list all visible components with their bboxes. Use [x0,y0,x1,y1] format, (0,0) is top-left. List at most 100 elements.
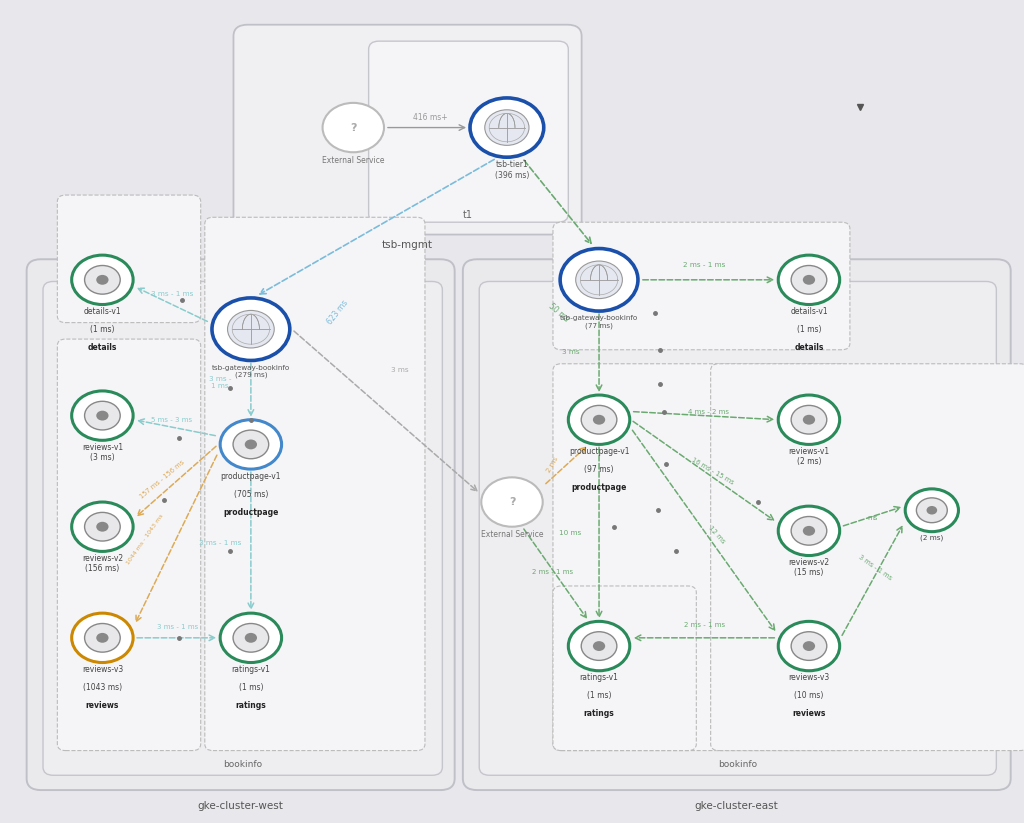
Text: reviews: reviews [793,709,825,718]
Circle shape [245,633,257,643]
Text: 623 ms: 623 ms [326,299,350,327]
Circle shape [484,109,529,146]
Text: 3 ms - 1 ms: 3 ms - 1 ms [157,624,198,630]
Text: tsb-mgmt: tsb-mgmt [382,240,433,250]
Text: ratings-v1: ratings-v1 [231,665,270,674]
Text: 416 ms+: 416 ms+ [413,114,447,122]
Circle shape [72,613,133,663]
Circle shape [481,477,543,527]
Circle shape [233,624,268,652]
Text: 1044 ms - 1043 ms: 1044 ms - 1043 ms [126,513,165,565]
Text: 3 ms: 3 ms [390,367,409,374]
Text: External Service: External Service [480,530,544,539]
FancyBboxPatch shape [553,364,850,751]
Circle shape [85,402,120,430]
Circle shape [220,420,282,469]
Circle shape [96,411,109,421]
Text: (705 ms): (705 ms) [233,490,268,499]
Text: External Service: External Service [322,156,385,165]
Circle shape [220,613,282,663]
Text: tsb-gateway-bookinfo
(77 ms): tsb-gateway-bookinfo (77 ms) [560,315,638,328]
Circle shape [792,266,826,294]
Text: 2 ms - 1 ms: 2 ms - 1 ms [532,569,573,575]
Circle shape [803,526,815,536]
Text: bookinfo: bookinfo [718,760,757,769]
FancyBboxPatch shape [553,586,696,751]
Text: (97 ms): (97 ms) [585,465,613,474]
Text: ratings-v1: ratings-v1 [580,673,618,682]
Text: 3 ms - 1 ms: 3 ms - 1 ms [199,540,242,546]
FancyBboxPatch shape [43,281,442,775]
Circle shape [245,439,257,449]
FancyBboxPatch shape [463,259,1011,790]
FancyBboxPatch shape [27,259,455,790]
Circle shape [96,633,109,643]
Circle shape [916,498,947,523]
Text: ms: ms [867,515,878,522]
Text: reviews-v3: reviews-v3 [82,665,123,674]
Text: details: details [795,343,823,352]
Text: gke-cluster-east: gke-cluster-east [694,801,778,811]
Text: (2 ms): (2 ms) [921,534,943,541]
Text: 3 ms: 3 ms [561,349,580,356]
Circle shape [85,624,120,652]
Circle shape [227,310,274,348]
Text: 3 ms -
1 ms: 3 ms - 1 ms [209,376,231,389]
Circle shape [568,395,630,444]
Circle shape [72,255,133,305]
Text: ratings: ratings [584,709,614,718]
Circle shape [905,489,958,532]
Text: tsb-tier1
(396 ms): tsb-tier1 (396 ms) [495,160,529,180]
Circle shape [85,266,120,294]
Text: reviews-v1
(2 ms): reviews-v1 (2 ms) [788,447,829,467]
Circle shape [792,632,826,660]
Circle shape [212,298,290,360]
Text: details-v1: details-v1 [791,307,827,316]
Circle shape [323,103,384,152]
Circle shape [803,275,815,285]
Circle shape [582,406,616,434]
Circle shape [778,506,840,556]
Text: productpage-v1: productpage-v1 [220,472,282,481]
Text: reviews: reviews [86,701,119,710]
Text: details: details [88,343,117,352]
Text: bookinfo: bookinfo [223,760,262,769]
Text: 2 ms - 1 ms: 2 ms - 1 ms [684,622,725,629]
Circle shape [792,406,826,434]
Text: details-v1: details-v1 [84,307,121,316]
Circle shape [560,249,638,311]
Text: (1043 ms): (1043 ms) [83,683,122,692]
Text: productpage-v1: productpage-v1 [568,447,630,456]
Text: (10 ms): (10 ms) [795,691,823,700]
Text: ?: ? [509,497,515,507]
Text: 2 ms - 1 ms: 2 ms - 1 ms [683,262,726,268]
Text: ratings: ratings [236,701,266,710]
Text: 157 ms - 156 ms: 157 ms - 156 ms [138,458,185,500]
Circle shape [803,641,815,651]
Text: reviews-v3: reviews-v3 [788,673,829,682]
Circle shape [778,395,840,444]
FancyBboxPatch shape [479,281,996,775]
Circle shape [792,517,826,545]
Text: (1 ms): (1 ms) [587,691,611,700]
Circle shape [778,621,840,671]
Text: productpage: productpage [223,508,279,517]
Circle shape [96,275,109,285]
Text: reviews-v2
(156 ms): reviews-v2 (156 ms) [82,554,123,574]
Text: (1 ms): (1 ms) [239,683,263,692]
FancyBboxPatch shape [57,339,201,751]
Text: ?: ? [350,123,356,133]
FancyBboxPatch shape [711,364,1024,751]
Text: t1: t1 [463,210,473,220]
FancyBboxPatch shape [233,25,582,235]
Text: (1 ms): (1 ms) [797,325,821,334]
Circle shape [72,502,133,551]
Text: 3 ms - 1 ms: 3 ms - 1 ms [858,554,893,582]
Circle shape [85,513,120,541]
Text: reviews-v1
(3 ms): reviews-v1 (3 ms) [82,443,123,463]
Text: 16 ms - 15 ms: 16 ms - 15 ms [690,456,735,486]
Circle shape [470,98,544,157]
Text: productpage: productpage [571,483,627,492]
Circle shape [582,632,616,660]
Circle shape [778,255,840,305]
